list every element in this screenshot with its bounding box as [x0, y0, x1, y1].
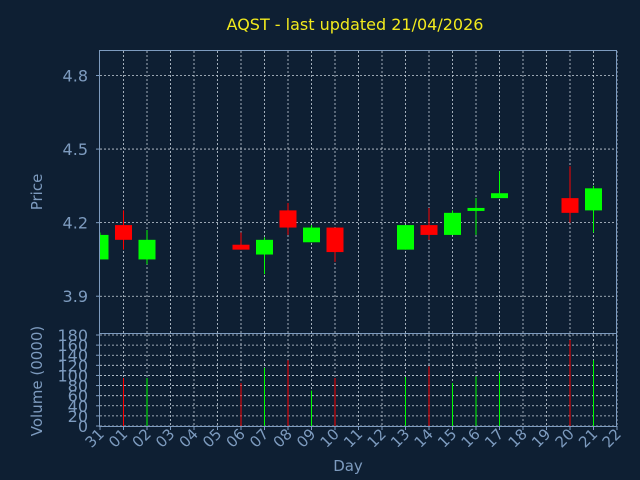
x-tick-label: 07	[246, 425, 272, 451]
x-tick-label: 11	[340, 425, 366, 451]
candle-body-20	[561, 198, 579, 213]
volume-tick-label: 120	[57, 356, 88, 375]
volume-tick-label: 60	[68, 387, 88, 406]
x-tick-label: 04	[176, 425, 202, 451]
volume-tick-label: 100	[57, 366, 88, 385]
candle-body-10	[326, 227, 344, 253]
volume-tick-label: 180	[57, 326, 88, 345]
price-tick-label: 3.9	[63, 287, 88, 306]
x-tick-label: 14	[411, 425, 437, 451]
volume-tick-label: 140	[57, 346, 88, 365]
price-tick-label: 4.5	[63, 140, 88, 159]
x-tick-label: 18	[505, 425, 531, 451]
volume-tick-label: 0	[78, 417, 88, 436]
candle-body-02	[138, 239, 156, 260]
x-tick-label: 03	[152, 425, 178, 451]
price-panel-frame	[99, 50, 617, 334]
x-tick-label: 21	[575, 425, 601, 451]
candle-body-01	[115, 225, 132, 240]
candle-body-14	[420, 225, 438, 235]
price-axis-ticks: 3.9 4.2 4.5 4.8	[63, 67, 100, 306]
candle-body-07	[256, 239, 273, 255]
x-tick-label: 12	[364, 425, 390, 451]
volume-axis-label: Volume (0000)	[28, 326, 46, 436]
x-tick-label: 01	[105, 425, 131, 451]
x-tick-label: 17	[481, 425, 507, 451]
candle-body-13	[397, 225, 414, 250]
volume-tick-label: 80	[68, 377, 88, 396]
candle-body-06	[232, 244, 250, 250]
volume-panel-frame	[99, 333, 617, 427]
candle-body-15	[444, 212, 461, 235]
price-candles	[99, 166, 602, 275]
volume-tick-label: 20	[68, 407, 88, 426]
candle-body-21	[585, 188, 602, 211]
x-tick-label: 06	[223, 425, 249, 451]
x-tick-label: 15	[434, 425, 460, 451]
candle-body-08	[279, 210, 297, 228]
x-tick-label: 13	[387, 425, 413, 451]
price-axis-label: Price	[28, 174, 46, 211]
x-tick-label: 20	[552, 425, 578, 451]
volume-tick-label: 160	[57, 336, 88, 355]
volume-bars	[123, 340, 594, 426]
candle-body-17	[491, 193, 508, 199]
x-tick-label: 19	[528, 425, 554, 451]
price-tick-label: 4.2	[63, 214, 88, 233]
x-tick-label: 05	[199, 425, 225, 451]
candle-body-09	[303, 227, 320, 243]
x-axis-label: Day	[333, 457, 363, 475]
price-tick-label: 4.8	[63, 67, 88, 86]
x-tick-label: 02	[129, 425, 155, 451]
volume-tick-label: 40	[68, 397, 88, 416]
x-tick-label: 09	[293, 425, 319, 451]
x-tick-label: 16	[458, 425, 484, 451]
price-gridlines	[100, 51, 618, 333]
x-tick-label: 08	[270, 425, 296, 451]
candle-body-31	[100, 234, 109, 260]
candle-body-16	[467, 207, 485, 211]
x-tick-label: 10	[317, 425, 343, 451]
day-axis-ticks: 3101020304050607080910111213141516171819…	[82, 425, 625, 451]
volume-gridlines	[100, 334, 618, 427]
x-tick-label: 22	[599, 425, 625, 451]
chart-title: AQST - last updated 21/04/2026	[227, 15, 484, 34]
